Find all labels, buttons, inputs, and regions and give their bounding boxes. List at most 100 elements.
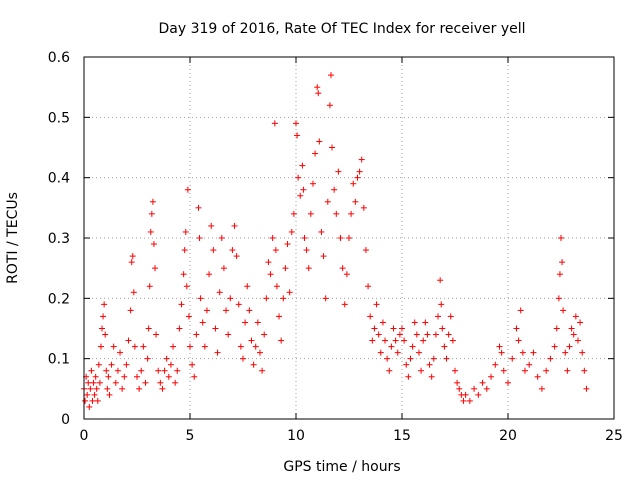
data-point: [163, 355, 170, 362]
data-point: [534, 373, 541, 380]
data-point: [246, 307, 253, 314]
data-point: [206, 271, 213, 278]
data-point: [394, 349, 401, 356]
data-point: [315, 90, 322, 97]
data-point: [272, 247, 279, 254]
data-point: [390, 325, 397, 332]
data-point: [290, 210, 297, 217]
data-point: [312, 150, 319, 157]
data-point: [212, 325, 219, 332]
x-tick-label: 5: [186, 428, 195, 444]
data-point: [564, 367, 571, 374]
data-point: [237, 343, 244, 350]
data-point: [189, 361, 196, 368]
data-point: [90, 379, 97, 386]
data-point: [146, 283, 153, 290]
data-point: [95, 361, 102, 368]
data-point: [235, 301, 242, 308]
x-tick-label: 10: [287, 428, 305, 444]
data-point: [517, 307, 524, 314]
data-point: [191, 373, 198, 380]
data-point: [265, 259, 272, 266]
data-point: [322, 295, 329, 302]
y-tick-label: 0.5: [48, 110, 70, 126]
data-point: [216, 289, 223, 296]
data-point: [181, 247, 188, 254]
data-point: [101, 301, 108, 308]
data-point: [430, 355, 437, 362]
data-point: [117, 349, 124, 356]
data-point: [148, 210, 155, 217]
data-point: [475, 391, 482, 398]
data-point: [286, 289, 293, 296]
data-point: [375, 331, 382, 338]
data-point: [149, 198, 156, 205]
y-tick-label: 0.2: [48, 291, 70, 307]
data-point: [150, 241, 157, 248]
data-point: [130, 289, 137, 296]
data-point: [377, 349, 384, 356]
data-point: [515, 337, 522, 344]
data-point: [271, 120, 278, 127]
data-point: [301, 235, 308, 241]
data-point: [471, 385, 478, 392]
data-point: [91, 391, 98, 398]
data-point: [282, 265, 289, 272]
data-point: [134, 373, 140, 380]
data-point: [435, 313, 442, 320]
data-point: [496, 343, 503, 350]
data-point: [346, 235, 352, 241]
chart-title: Day 319 of 2016, Rate Of TEC Index for r…: [158, 21, 525, 37]
data-point: [197, 295, 204, 302]
data-point: [233, 253, 240, 260]
y-axis-label: ROTI / TECUs: [5, 192, 21, 284]
data-point: [248, 337, 255, 344]
data-point: [443, 355, 450, 362]
data-point: [187, 343, 193, 350]
data-point: [153, 331, 160, 338]
data-point: [114, 367, 121, 374]
data-point: [409, 343, 416, 350]
data-point: [256, 349, 263, 356]
data-point: [354, 174, 361, 181]
data-point: [231, 222, 238, 229]
data-point: [303, 247, 310, 254]
data-point: [314, 84, 321, 91]
data-point: [403, 361, 410, 368]
data-point: [324, 198, 331, 205]
data-point: [254, 319, 261, 326]
data-point: [331, 186, 338, 193]
data-point: [167, 361, 174, 368]
data-point: [284, 241, 291, 248]
data-point: [244, 283, 251, 290]
data-point: [348, 210, 355, 217]
data-point: [220, 265, 227, 272]
data-point: [100, 313, 107, 320]
data-point: [242, 319, 249, 326]
data-point: [89, 397, 96, 404]
data-point: [176, 325, 183, 332]
data-point: [519, 349, 526, 356]
data-point: [309, 180, 316, 187]
data-point: [415, 349, 422, 356]
data-point: [407, 355, 414, 362]
data-point: [159, 385, 166, 392]
data-point: [483, 385, 490, 392]
data-point: [581, 367, 588, 374]
data-point: [261, 331, 268, 338]
data-point: [276, 313, 283, 320]
data-point: [102, 331, 109, 338]
data-point: [460, 397, 467, 404]
data-point: [418, 367, 425, 374]
data-point: [208, 222, 215, 229]
data-point: [297, 192, 304, 199]
data-point: [129, 253, 136, 260]
data-point: [405, 373, 412, 380]
y-tick-label: 0.3: [48, 231, 70, 247]
data-point: [121, 373, 128, 380]
data-point: [432, 331, 439, 338]
data-point: [96, 379, 103, 386]
data-point: [259, 367, 266, 374]
data-point: [144, 355, 151, 362]
y-tick-label: 0: [61, 412, 70, 428]
